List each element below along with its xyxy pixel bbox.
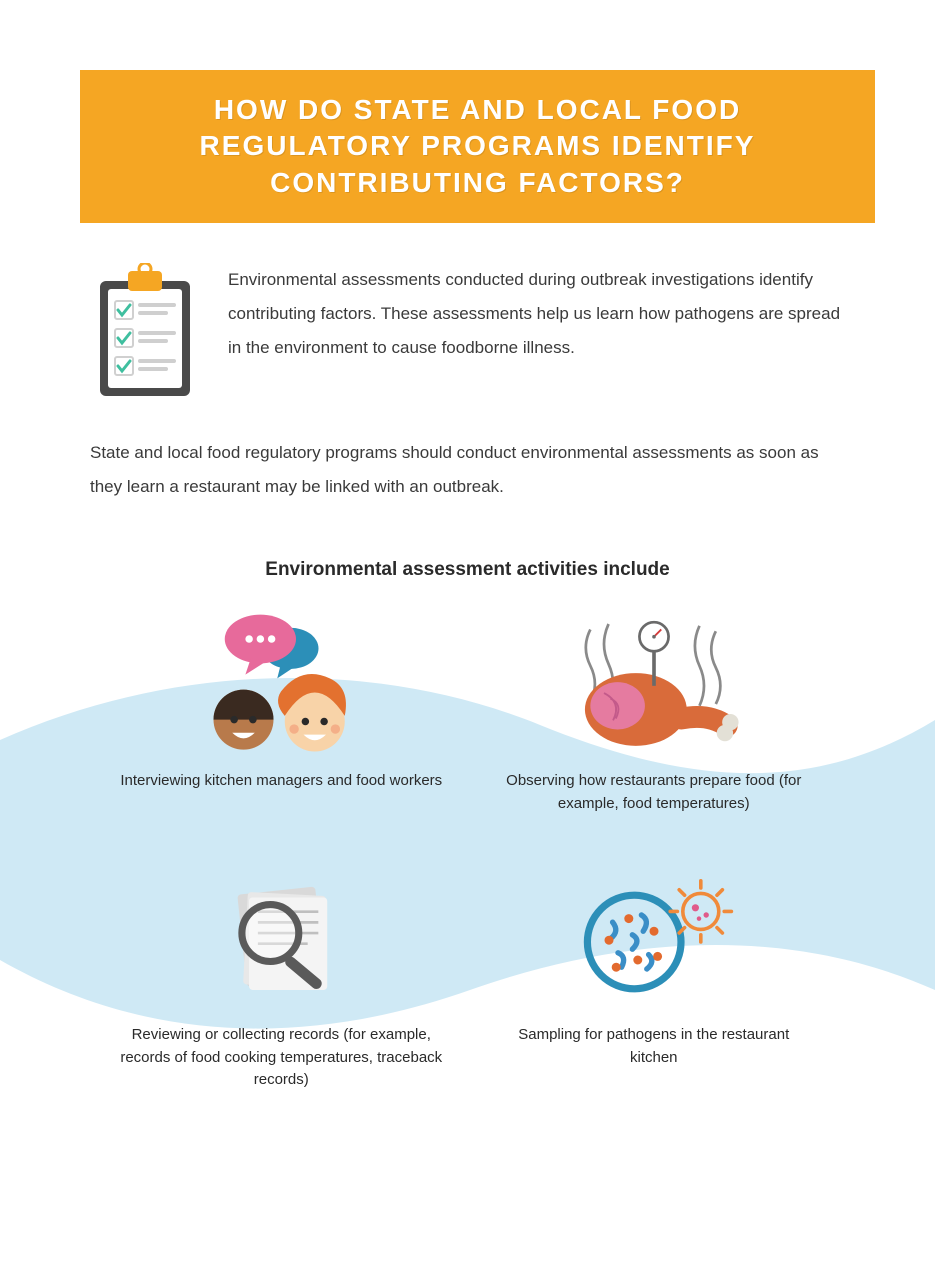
clipboard-icon	[90, 263, 200, 408]
pathogen-sample-icon	[483, 865, 826, 1010]
activities-heading: Environmental assessment activities incl…	[0, 559, 935, 581]
activity-caption: Sampling for pathogens in the restaurant…	[483, 1024, 826, 1069]
activities-grid: Interviewing kitchen managers and food w…	[110, 611, 825, 1092]
intro-paragraph-1: Environmental assessments conducted duri…	[228, 263, 845, 365]
records-magnifier-icon	[110, 865, 453, 1010]
activity-sampling: Sampling for pathogens in the restaurant…	[483, 865, 826, 1092]
page-title: HOW DO STATE AND LOCAL FOOD REGULATORY P…	[120, 92, 835, 201]
activity-records: Reviewing or collecting records (for exa…	[110, 865, 453, 1092]
activity-caption: Observing how restaurants prepare food (…	[483, 770, 826, 815]
activity-observe: Observing how restaurants prepare food (…	[483, 611, 826, 815]
activity-caption: Interviewing kitchen managers and food w…	[110, 770, 453, 793]
title-banner: HOW DO STATE AND LOCAL FOOD REGULATORY P…	[80, 70, 875, 223]
intro-paragraph-2: State and local food regulatory programs…	[90, 436, 845, 504]
activity-interview: Interviewing kitchen managers and food w…	[110, 611, 453, 815]
activity-caption: Reviewing or collecting records (for exa…	[110, 1024, 453, 1092]
meat-thermometer-icon	[483, 611, 826, 756]
intro-row: Environmental assessments conducted duri…	[90, 263, 845, 408]
interview-icon	[110, 611, 453, 756]
